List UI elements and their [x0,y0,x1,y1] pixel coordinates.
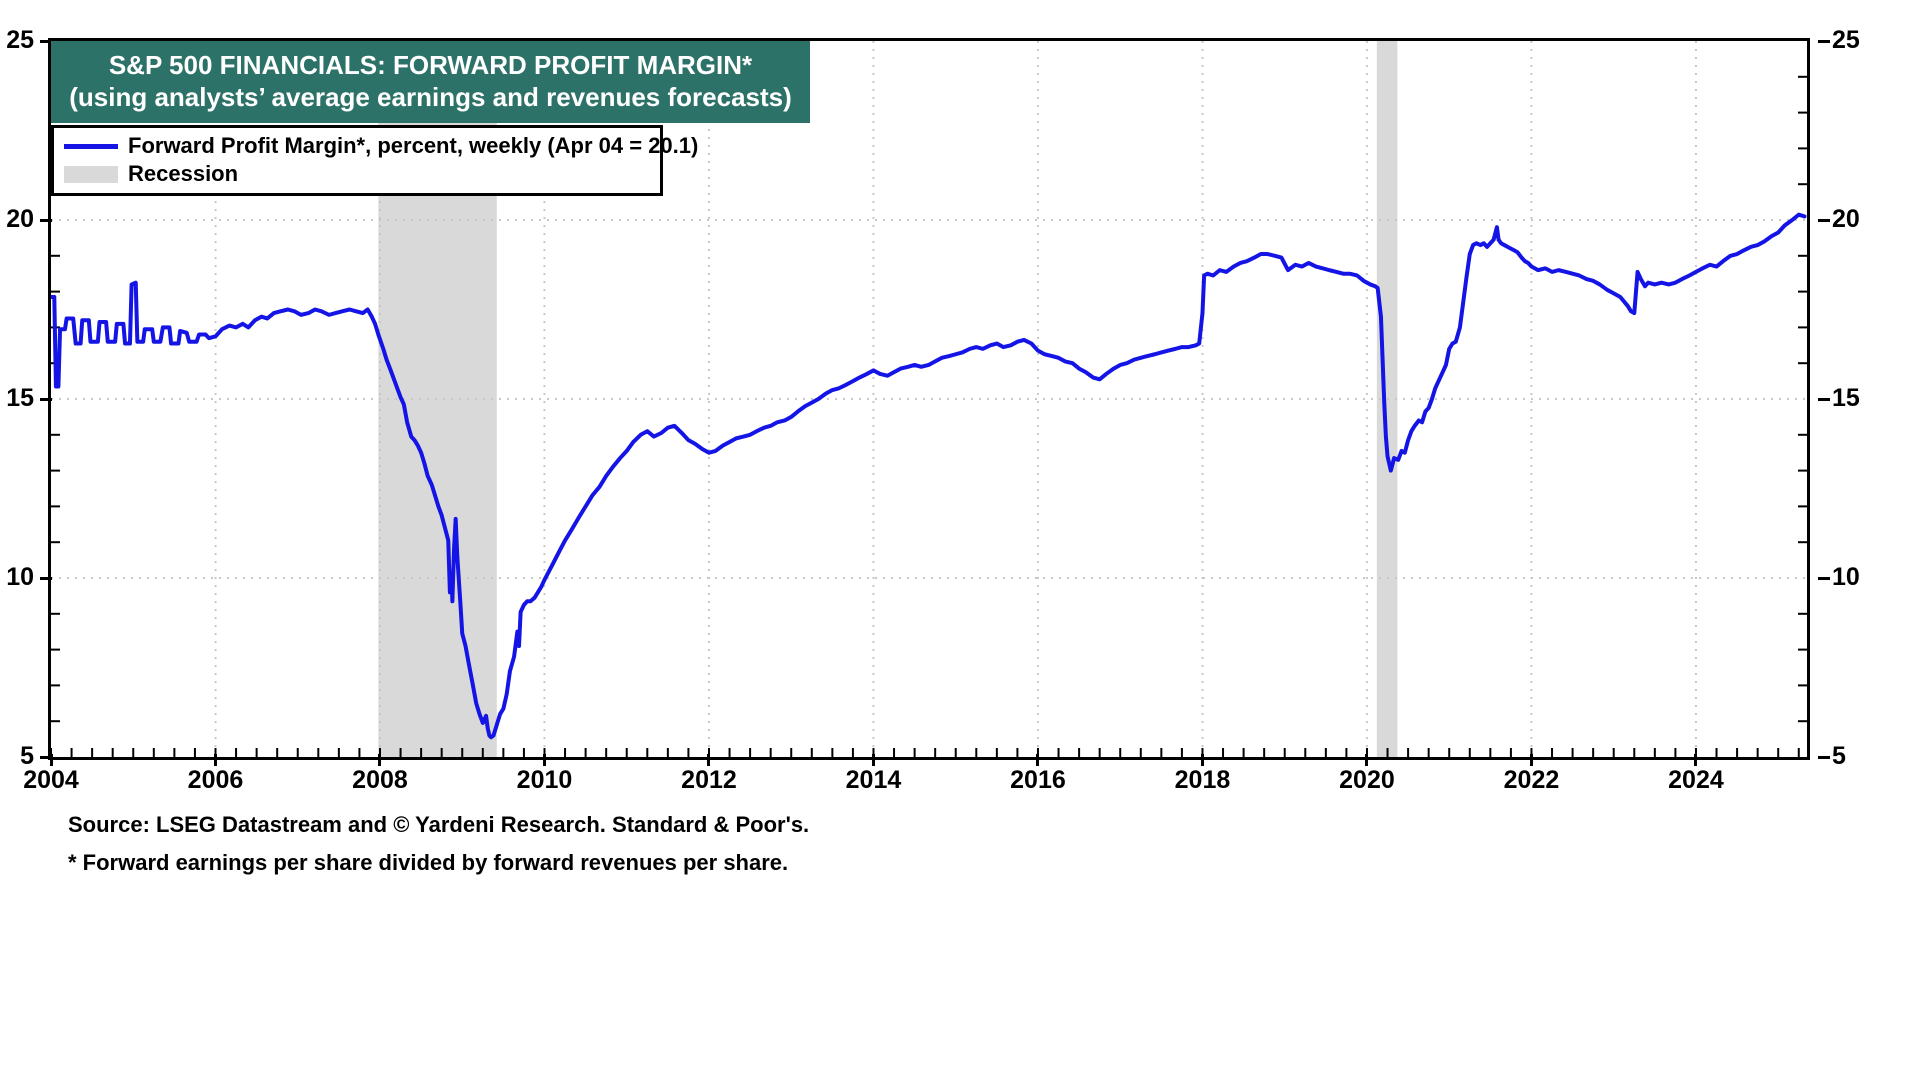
y-major-tick [1818,577,1830,580]
chart-title-line2: (using analysts’ average earnings and re… [69,82,792,112]
x-major-tick [1529,754,1533,766]
x-major-tick [1200,754,1204,766]
y-tick-label-left: 25 [6,26,34,54]
y-major-tick [1818,756,1830,759]
y-major-tick [1818,219,1830,222]
y-major-tick [40,40,52,43]
x-major-tick [871,754,875,766]
line-swatch-icon [64,143,118,149]
x-major-tick [213,754,217,766]
y-axis-right: 25 20 15 10 5 [1818,28,1878,769]
x-major-tick [707,754,711,766]
x-tick-label: 2008 [352,766,408,794]
legend-series-label: Forward Profit Margin*, percent, weekly … [128,133,699,158]
y-major-tick [40,398,52,401]
y-tick-label-left: 5 [20,742,34,770]
x-axis: 2004 2006 2008 2010 2012 2014 2016 2018 2020 2022… [23,754,1810,802]
y-tick-label-right: 5 [1832,742,1846,770]
y-major-tick [40,577,52,580]
x-major-tick [378,754,382,766]
chart-legend: Forward Profit Margin*, percent, weekly … [51,125,698,196]
x-tick-label: 2016 [1010,766,1066,794]
x-tick-label: 2006 [187,766,244,794]
x-tick-label: 2024 [1668,766,1724,794]
legend-recession-label: Recession [128,161,239,186]
y-tick-label-right: 15 [1832,384,1860,412]
y-tick-label-right: 20 [1832,205,1860,233]
x-tick-label: 2020 [1339,766,1395,794]
y-major-tick [1818,398,1830,401]
legend-item-series: Forward Profit Margin*, percent, weekly … [60,132,698,160]
shaded-band-swatch-icon [64,165,118,183]
source-note: Source: LSEG Datastream and © Yardeni Re… [68,812,810,837]
y-tick-label-right: 25 [1832,26,1860,54]
x-tick-label: 2010 [516,766,573,794]
x-major-tick [49,754,53,766]
y-major-tick [40,219,52,222]
series-line-forward-profit-margin [51,212,1807,740]
y-tick-label-left: 15 [6,384,34,412]
chart-title-line1: S&P 500 FINANCIALS: FORWARD PROFIT MARGI… [108,50,753,80]
y-major-tick [1818,40,1830,43]
y-major-tick [40,756,52,759]
x-tick-label: 2004 [23,766,79,794]
y-tick-label-left: 10 [6,563,34,591]
definition-note: * Forward earnings per share divided by … [68,850,789,875]
y-axis-left: 25 20 15 10 5 [0,28,52,769]
legend-item-recession: Recession [60,160,654,188]
y-tick-label-right: 10 [1832,563,1860,591]
chart-title-banner: S&P 500 FINANCIALS: FORWARD PROFIT MARGI… [51,41,810,123]
x-tick-label: 2012 [681,766,737,794]
x-tick-label: 2018 [1174,766,1231,794]
x-major-tick [1365,754,1369,766]
chart-footnotes: Source: LSEG Datastream and © Yardeni Re… [68,806,1268,882]
x-tick-label: 2022 [1503,766,1560,794]
x-tick-label: 2014 [845,766,902,794]
x-major-tick [1694,754,1698,766]
x-major-tick [1036,754,1040,766]
y-tick-label-left: 20 [6,205,34,233]
x-major-tick [542,754,546,766]
